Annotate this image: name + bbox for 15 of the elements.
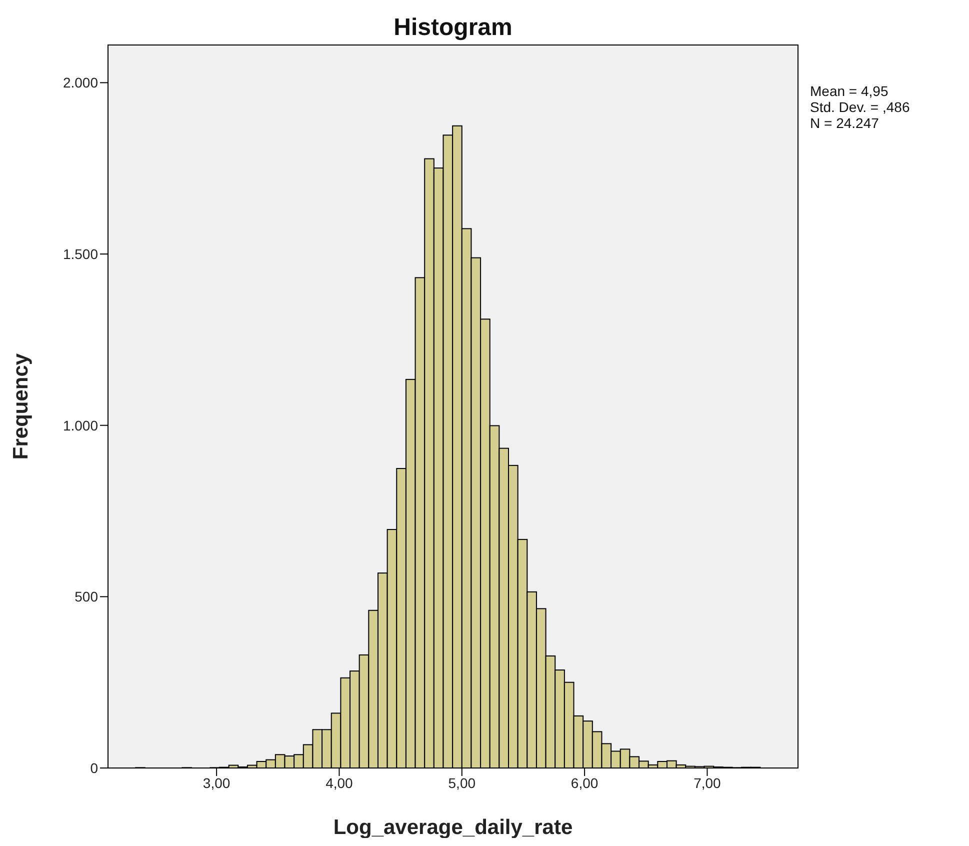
text: Std. Dev. = ,486 (810, 99, 910, 115)
y-axis-title: Frequency (9, 353, 32, 460)
text: Mean = 4,95 (810, 83, 890, 99)
x-tick-label: 6,00 (570, 774, 598, 791)
y-tick-label: 2.000 (62, 74, 98, 91)
x-tick-label: 4,00 (326, 774, 354, 791)
x-tick-label: 5,00 (448, 774, 476, 791)
y-tick-label: 1.500 (62, 246, 98, 262)
chart-title: Histogram (392, 14, 514, 42)
y-tick-label: 1.000 (62, 417, 98, 434)
x-tick-label: 3,00 (202, 774, 230, 791)
y-tick-label: 500 (74, 588, 98, 605)
text: N = 24.247 (810, 115, 880, 131)
x-tick-label: 7,00 (694, 774, 722, 791)
y-tick-label: 0 (90, 760, 98, 776)
